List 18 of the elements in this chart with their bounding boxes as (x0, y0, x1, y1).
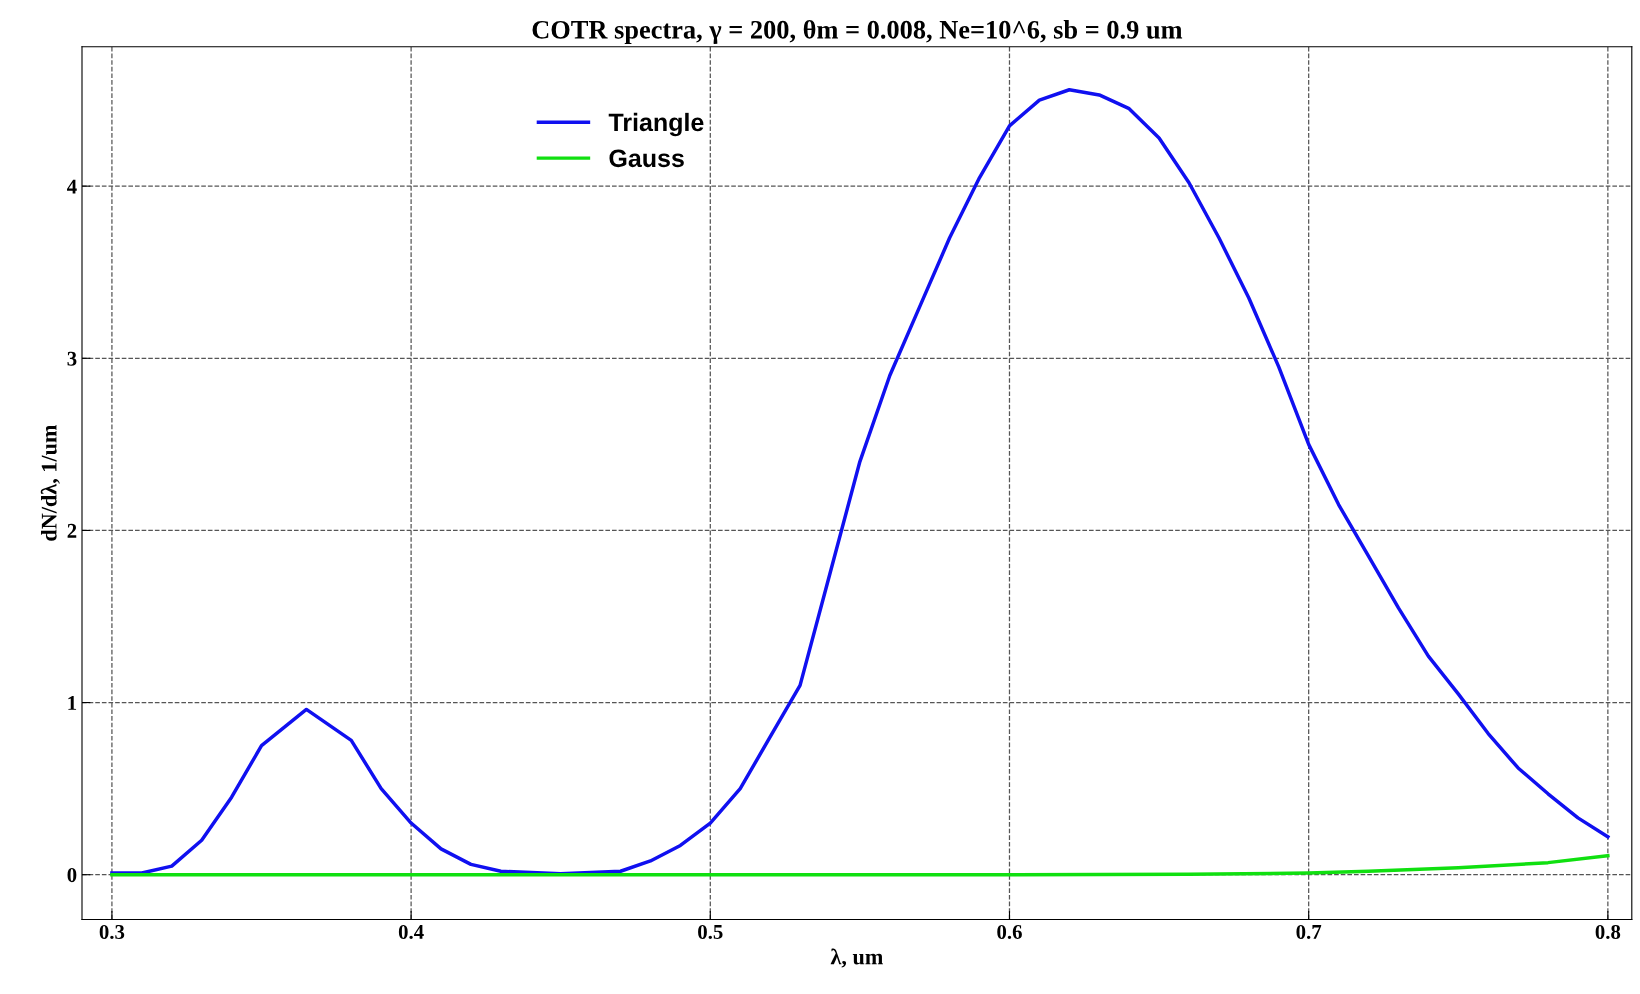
x-tick-label: 0.4 (398, 924, 424, 940)
legend-label: Triangle (608, 112, 704, 137)
y-tick-label: 1 (68, 696, 77, 710)
y-tick-label: 3 (67, 351, 77, 366)
x-tick-label: 0.6 (997, 924, 1022, 940)
legend-label: Gauss (609, 149, 684, 168)
y-tick-label: 2 (67, 523, 77, 538)
line-series (110, 854, 1610, 877)
x-tick-label: 0.8 (1595, 924, 1621, 940)
line-series (110, 88, 1610, 876)
x-tick-label: 0.3 (99, 924, 125, 940)
x-axis-title: λ, um (830, 948, 883, 968)
y-axis-title: dN/dλ, 1/um (40, 424, 60, 541)
y-tick-label: 0 (67, 868, 77, 883)
y-tick-label: 4 (67, 179, 77, 194)
x-tick-label: 0.5 (698, 924, 723, 940)
chart-title: COTR spectra, γ = 200, θm = 0.008, Ne=10^6, sb = 0.9 um (532, 19, 1183, 44)
x-tick-label: 0.7 (1296, 924, 1322, 940)
